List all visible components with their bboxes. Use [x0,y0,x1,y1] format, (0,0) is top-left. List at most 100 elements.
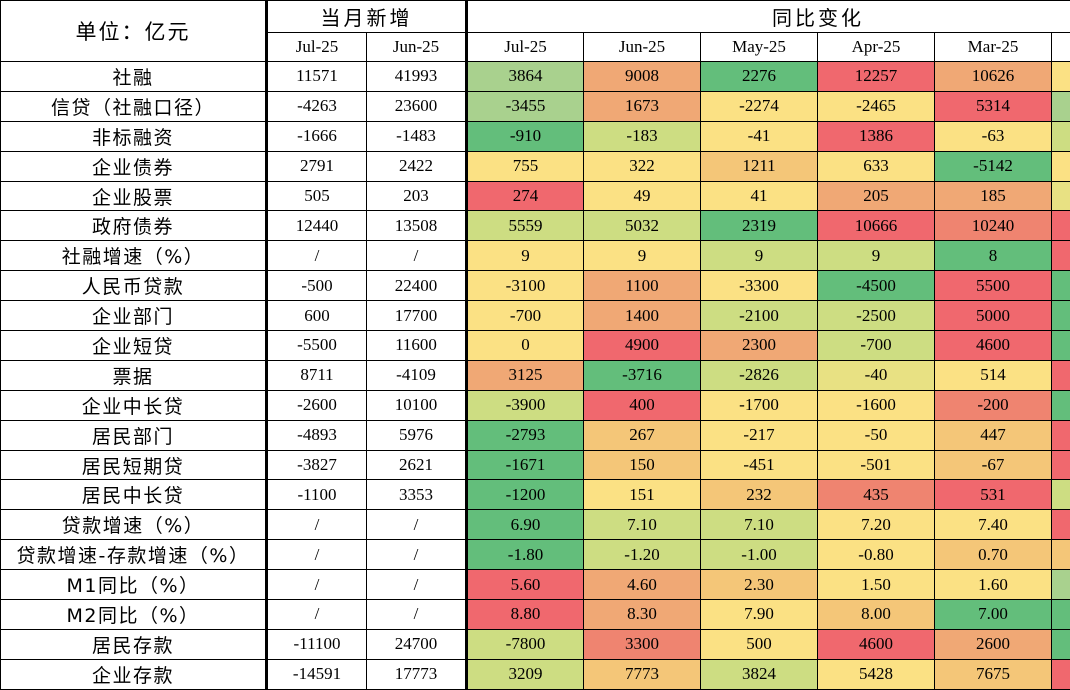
data-cell: 10100 [366,389,468,421]
row-label: 居民部门 [0,419,268,451]
data-cell: 8.30 [583,599,701,630]
data-cell: 7.10 [583,509,701,541]
table-row: 居民存款-1110024700-7800330050046002600-2590… [0,628,1070,660]
table-row: M2同比（%）//8.808.307.908.007.007.00 [0,599,1070,630]
row-label: 企业中长贷 [0,389,268,421]
data-cell: 633 [817,150,935,182]
row-label: 贷款增速（%） [0,509,268,541]
data-cell: / [366,539,468,571]
data-cell: 3353 [366,479,468,511]
data-cell: -4400 [1050,270,1070,302]
data-cell: 600 [266,300,367,332]
data-cell: 10928 [1050,210,1070,242]
data-cell: -2500 [817,300,935,332]
data-cell: 22400 [366,270,468,302]
data-cell: 5500 [934,270,1052,302]
row-label: 社融 [0,61,268,92]
data-cell: -200 [934,389,1052,421]
data-cell: 7773 [583,658,701,690]
data-cell: 2127 [1050,449,1070,481]
data-cell: 4600 [934,330,1052,361]
data-cell: 2016 [1050,419,1070,451]
data-cell: 1673 [583,90,701,122]
data-cell: 0.70 [934,539,1052,571]
data-cell: 3209 [466,658,584,690]
data-cell: -183 [583,120,701,152]
column-group-monthly-new: 当月新增 [266,0,468,33]
data-cell: 4.60 [583,569,701,601]
data-cell: -500 [266,270,367,302]
row-label: 非标融资 [0,120,268,152]
row-label: 居民中长贷 [0,479,268,511]
row-label: 企业债券 [0,150,268,182]
row-label: 企业短贷 [0,330,268,361]
data-cell: 8.80 [466,599,584,630]
data-cell: -700 [817,330,935,361]
data-cell: 4600 [817,628,935,660]
data-cell: -112 [1050,479,1070,511]
col-header-yoy-feb25: Feb-25 [1050,32,1070,62]
data-cell: -451 [700,449,818,481]
data-cell: -1666 [266,120,367,152]
data-cell: -2100 [700,300,818,332]
data-cell: 10626 [934,61,1052,92]
col-header-monthly-jun25: Jun-25 [366,32,468,62]
data-cell: 10666 [817,210,935,242]
data-cell: 4900 [583,330,701,361]
data-cell: -1671 [466,449,584,481]
data-cell: 17773 [366,658,468,690]
data-cell: 151 [583,479,701,511]
data-cell: 5.60 [466,569,584,601]
col-header-yoy-may25: May-25 [700,32,818,62]
data-cell: -67 [934,449,1052,481]
data-cell: 2319 [700,210,818,242]
data-cell: -1.00 [700,539,818,571]
data-cell: -3300 [700,270,818,302]
col-header-yoy-apr25: Apr-25 [817,32,935,62]
data-cell: 12440 [266,210,367,242]
data-cell: -1483 [366,120,468,152]
table-row: 政府债券124401350855595032231910666102401092… [0,210,1070,242]
column-group-yoy-change: 同比变化 [465,0,1070,33]
data-cell: 1100 [583,270,701,302]
data-cell: -2793 [466,419,584,451]
data-cell: 267 [583,419,701,451]
data-cell: 8.00 [817,599,935,630]
data-cell: 5976 [366,419,468,451]
data-cell: 8711 [266,359,367,391]
data-cell: 3864 [466,61,584,92]
data-cell: 2.30 [700,569,818,601]
data-cell: -3900 [466,389,584,421]
table-row: M1同比（%）//5.604.602.301.501.600.10 [0,569,1070,601]
data-cell: 2621 [366,449,468,481]
data-cell: 17700 [366,300,468,332]
data-cell: 9 [817,240,935,272]
table-row: 贷款增速（%）//6.907.107.107.207.4011.80 [0,509,1070,541]
data-cell: -501 [817,449,935,481]
data-cell: 11.80 [1050,509,1070,541]
data-cell: 1400 [583,300,701,332]
data-cell: -258 [1050,120,1070,152]
data-cell: 10240 [934,210,1052,242]
data-cell: -3455 [466,90,584,122]
row-label: 居民短期贷 [0,449,268,481]
data-cell: -3245 [1050,90,1070,122]
data-cell: / [266,569,367,601]
data-cell: -4500 [817,270,935,302]
data-cell: 2600 [934,628,1052,660]
data-cell: / [366,509,468,541]
data-cell: 1211 [700,150,818,182]
table-row: 信贷（社融口径） -4263 23600 -3455 1673 -2274 -2465 531… [0,90,1070,122]
row-label: 信贷（社融口径） [0,90,268,122]
data-cell: 7.00 [1050,599,1070,630]
table-row: 社融增速（%）//9999811 [0,240,1070,272]
row-label: 居民存款 [0,628,268,660]
table-body: 社融115714199338649008227612257106267372信贷… [0,61,1070,690]
